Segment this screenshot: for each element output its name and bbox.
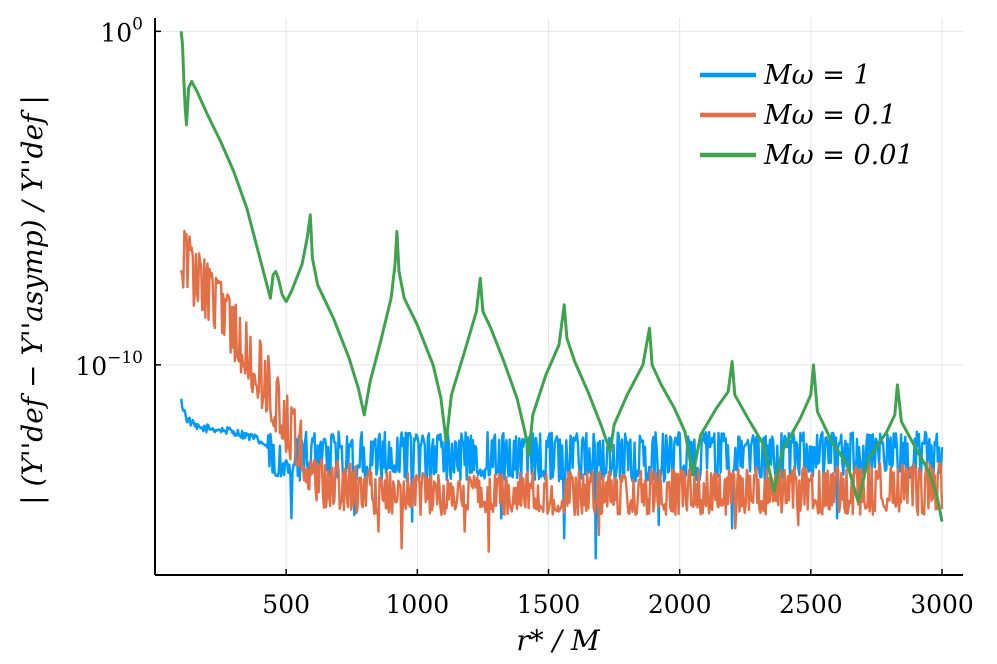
y-axis-label: | (Y''def − Y''asymp) / Y''def | [16,95,49,505]
x-tick-label: 3000 [910,590,974,619]
x-tick-label: 1000 [386,590,450,619]
x-tick-label: 500 [262,590,310,619]
legend: Mω = 1 Mω = 0.1 Mω = 0.01 [700,60,914,171]
y-tick-label: 100 [100,14,143,47]
x-axis-label: r* / M [516,624,601,657]
y-axis: 100 10−10 [75,14,161,381]
legend-label-1: Mω = 1 [763,60,871,91]
series-line-2 [180,229,944,553]
x-axis: 500 1000 1500 2000 2500 3000 [262,569,974,619]
legend-label-2: Mω = 0.1 [763,100,896,131]
grid [155,18,963,575]
axis-lines [154,18,963,576]
series-layer [179,31,944,560]
x-tick-label: 1500 [517,590,581,619]
x-tick-label: 2500 [779,590,843,619]
series-line-3 [179,31,944,522]
y-tick-label: 10−10 [75,348,143,381]
x-tick-label: 2000 [648,590,712,619]
legend-label-3: Mω = 0.01 [763,140,914,171]
